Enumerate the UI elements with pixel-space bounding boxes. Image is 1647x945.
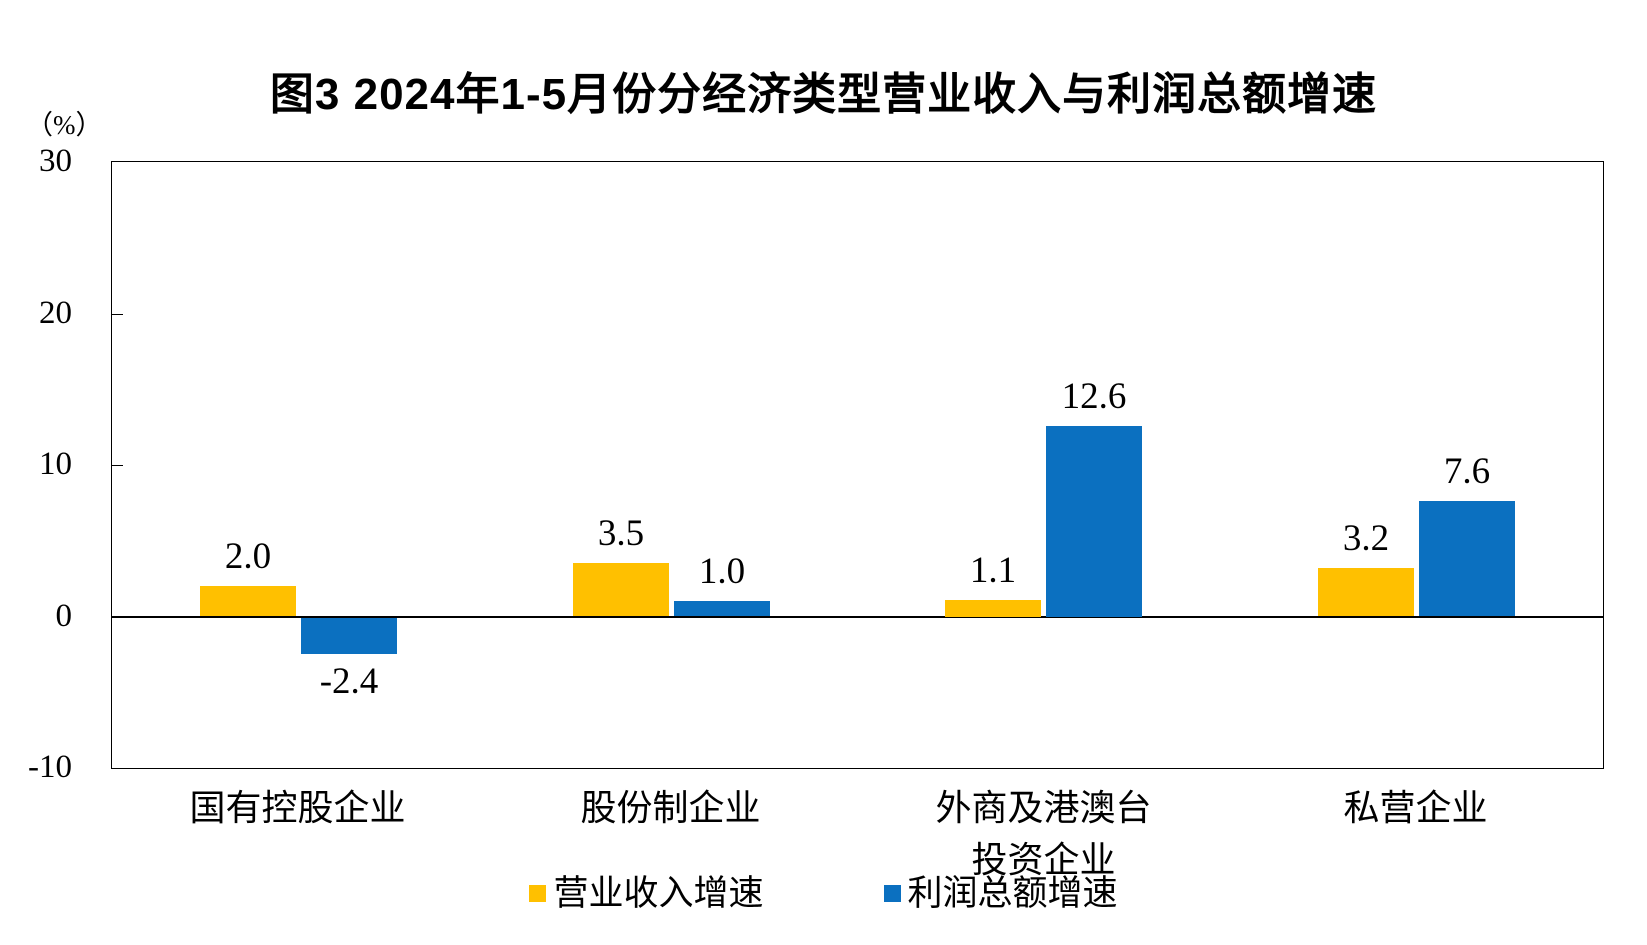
bar-value-label: 7.6 [1443,451,1491,492]
bar-value-label: 1.1 [969,550,1017,591]
y-axis-tick-label: -10 [28,749,72,785]
y-axis-tick-label: 0 [55,597,73,634]
legend-item-revenue: 营业收入增速 [529,874,764,913]
chart-title: 图3 2024年1-5月份分经济类型营业收入与利润总额增速 [269,70,1378,119]
legend-swatch-profit [883,885,901,902]
category-label: 外商及港澳台 投资企业 [935,788,1152,881]
legend-item-profit: 利润总额增速 [883,874,1118,913]
category-label: 股份制企业 [580,788,761,828]
revenue-bar [945,600,1041,617]
y-axis-tick [112,465,123,466]
legend-swatch-revenue [529,885,547,902]
bar-value-label: 12.6 [1061,376,1127,417]
y-axis-tick-label: 30 [39,143,72,179]
revenue-bar [200,586,296,616]
plot-area: 2.0 3.5 1.1 3.2 -2.4 1.0 12.6 7.6 [111,161,1604,769]
category-label: 私营企业 [1343,788,1488,828]
legend-label-revenue: 营业收入增速 [553,874,764,913]
y-axis-tick-label: 10 [39,446,72,482]
profit-bar [1419,501,1515,616]
bar-value-label: -2.4 [319,661,379,702]
y-axis-unit-label: （%） [26,110,103,140]
profit-bar [1046,426,1142,617]
bar-value-label: 3.5 [597,513,645,554]
revenue-bar [573,563,669,616]
profit-bar [674,601,770,616]
profit-bar [301,618,397,654]
bar-value-label: 3.2 [1342,518,1390,559]
legend: 营业收入增速 利润总额增速 [0,876,1647,911]
y-axis-tick-label: 20 [39,294,72,331]
zero-baseline [112,616,1603,618]
revenue-bar [1318,568,1414,616]
bar-value-label: 1.0 [698,551,746,592]
category-label: 国有控股企业 [189,788,406,828]
bar-value-label: 2.0 [224,536,272,577]
y-axis-tick [112,314,123,315]
legend-label-profit: 利润总额增速 [907,874,1118,913]
